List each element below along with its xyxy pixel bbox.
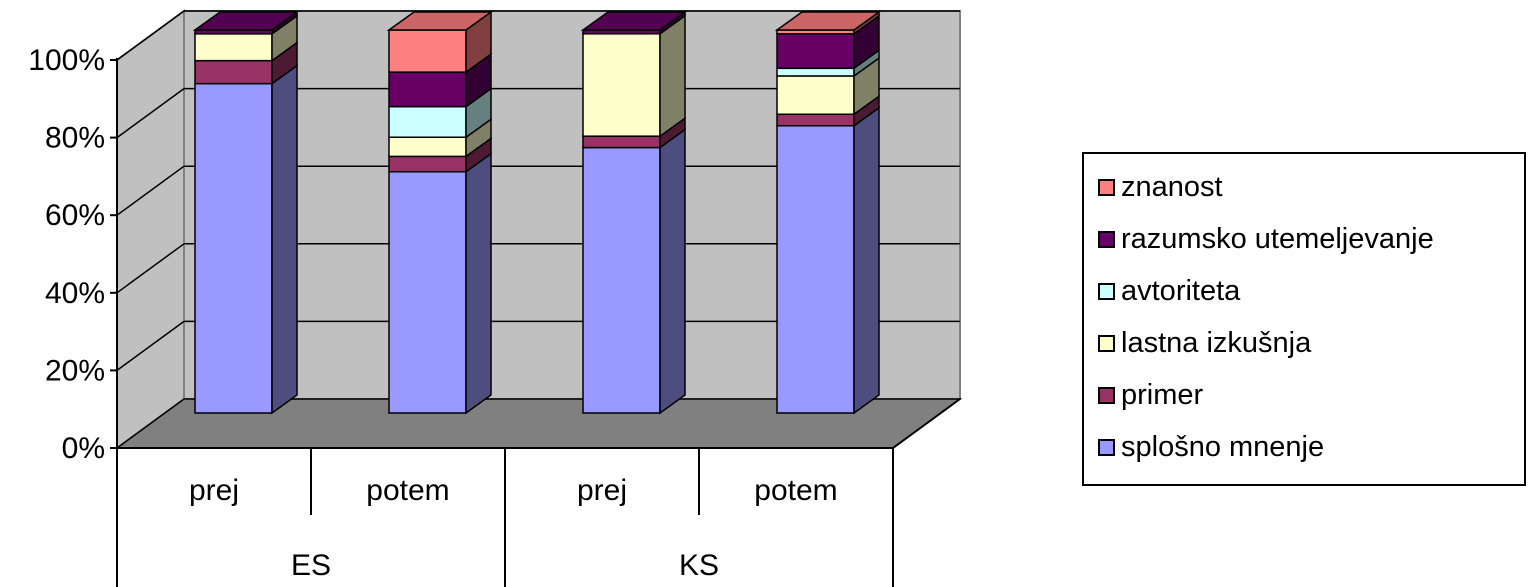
legend-item: avtoriteta: [1098, 274, 1241, 307]
bar-segment-front: [388, 136, 467, 158]
bar-segment-side: [271, 64, 298, 415]
gridline-side: [116, 87, 185, 139]
bar-top: [386, 11, 494, 31]
legend-label: primer: [1121, 378, 1204, 411]
bar-segment-side: [659, 14, 686, 138]
legend-item: razumsko utemeljevanje: [1098, 222, 1434, 255]
legend: znanost razumsko utemeljevanje avtoriteta l…: [1082, 152, 1526, 486]
legend-swatch: [1098, 178, 1115, 196]
side-wall: [116, 9, 185, 450]
bar-segment-front: [776, 125, 855, 414]
bars: [192, 10, 882, 415]
bar-segment-front: [776, 75, 855, 116]
legend-label: avtoriteta: [1121, 274, 1241, 307]
y-tick-label: 100%: [28, 44, 105, 77]
legend-label: splošno mnenje: [1121, 430, 1325, 463]
gridline-side: [116, 320, 185, 372]
bar-segment-front: [776, 33, 855, 70]
x-category-label: prej: [189, 474, 239, 507]
bar-segment-front: [582, 135, 661, 149]
legend-label: znanost: [1121, 170, 1223, 203]
axes: 0% 20% 40% 60% 80% 100% prej potem prej potem ES KS: [28, 44, 961, 587]
x-group-label: KS: [679, 549, 719, 582]
gridline-side: [116, 165, 185, 216]
bar-top: [192, 11, 300, 31]
legend-item: primer: [1098, 378, 1204, 411]
x-group-label: ES: [291, 549, 331, 582]
y-tick-label: 20%: [45, 354, 105, 387]
bar-top: [774, 11, 882, 31]
y-tick-label: 40%: [45, 277, 105, 310]
x-category-label: potem: [366, 474, 449, 507]
y-tick-label: 60%: [45, 199, 105, 232]
legend-item: lastna izkušnja: [1098, 326, 1312, 359]
legend-swatch: [1098, 438, 1115, 456]
legend-swatch: [1098, 282, 1115, 300]
bar-segment-front: [194, 82, 273, 414]
floor-edge: [892, 398, 961, 449]
gridline-side: [116, 10, 185, 61]
legend-swatch: [1098, 334, 1115, 352]
bar-segment-side: [853, 106, 880, 415]
legend-item: splošno mnenje: [1098, 430, 1325, 463]
bar-segment-front: [388, 29, 467, 73]
legend-item: znanost: [1098, 170, 1223, 203]
bar-segment-front: [388, 71, 467, 108]
bar-segment-side: [659, 128, 686, 415]
bar-segment-front: [388, 170, 467, 414]
bar-segment-front: [776, 113, 855, 127]
x-category-label: prej: [577, 474, 627, 507]
bar-segment-front: [582, 33, 661, 137]
bar-segment-front: [388, 105, 467, 138]
legend-swatch: [1098, 386, 1115, 404]
legend-label: razumsko utemeljevanje: [1121, 222, 1434, 255]
y-tick-label: 80%: [45, 122, 105, 155]
bar-segment-front: [194, 33, 273, 62]
bar-segment-front: [776, 67, 855, 77]
bar-segment-side: [465, 152, 492, 415]
bar-segment-front: [582, 146, 661, 414]
bar-segment-front: [194, 59, 273, 85]
y-tick-label: 0%: [62, 432, 105, 465]
gridline-side: [116, 243, 185, 294]
bar-segment-front: [388, 155, 467, 173]
legend-swatch: [1098, 230, 1115, 248]
x-category-label: potem: [754, 474, 837, 507]
legend-label: lastna izkušnja: [1121, 326, 1312, 359]
bar-top: [580, 11, 688, 31]
